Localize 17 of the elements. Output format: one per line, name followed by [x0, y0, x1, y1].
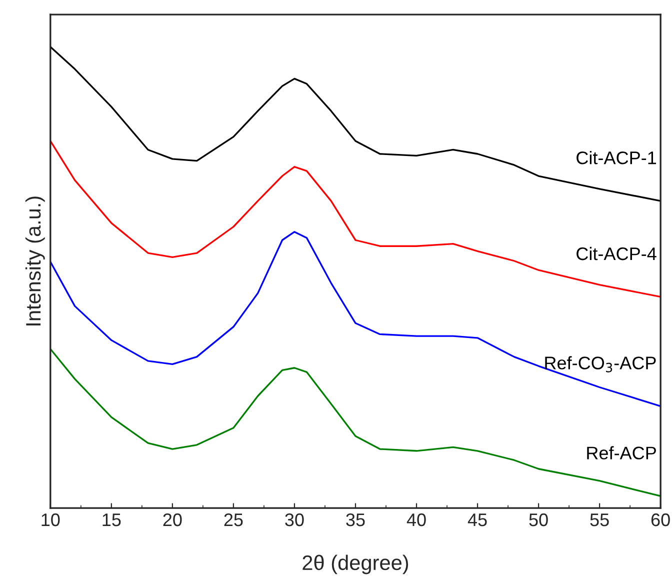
- series-label: Ref-ACP: [587, 446, 656, 460]
- x-tick-label: 60: [651, 513, 670, 526]
- x-tick-label: 10: [42, 513, 60, 526]
- x-tick-label: 40: [406, 513, 426, 526]
- series-label: Cit-ACP-4: [576, 246, 656, 260]
- x-tick-label: 30: [285, 513, 304, 526]
- x-tick-label: 25: [224, 513, 243, 526]
- series-label: Ref-CO$_{3}$-ACP: [545, 356, 656, 372]
- x-tick-label: 20: [163, 513, 182, 526]
- x-tick-label: 35: [346, 513, 365, 526]
- x-tick-label: 55: [590, 514, 609, 526]
- x-tick-label: 45: [468, 514, 487, 526]
- series-label: Cit-ACP-1: [576, 151, 656, 164]
- x-tick-label: 50: [529, 513, 548, 526]
- x-axis-title: 2θ (degree): [302, 554, 408, 574]
- x-tick-label: 15: [102, 514, 121, 526]
- y-axis-title: Intensity (a.u.): [25, 196, 45, 326]
